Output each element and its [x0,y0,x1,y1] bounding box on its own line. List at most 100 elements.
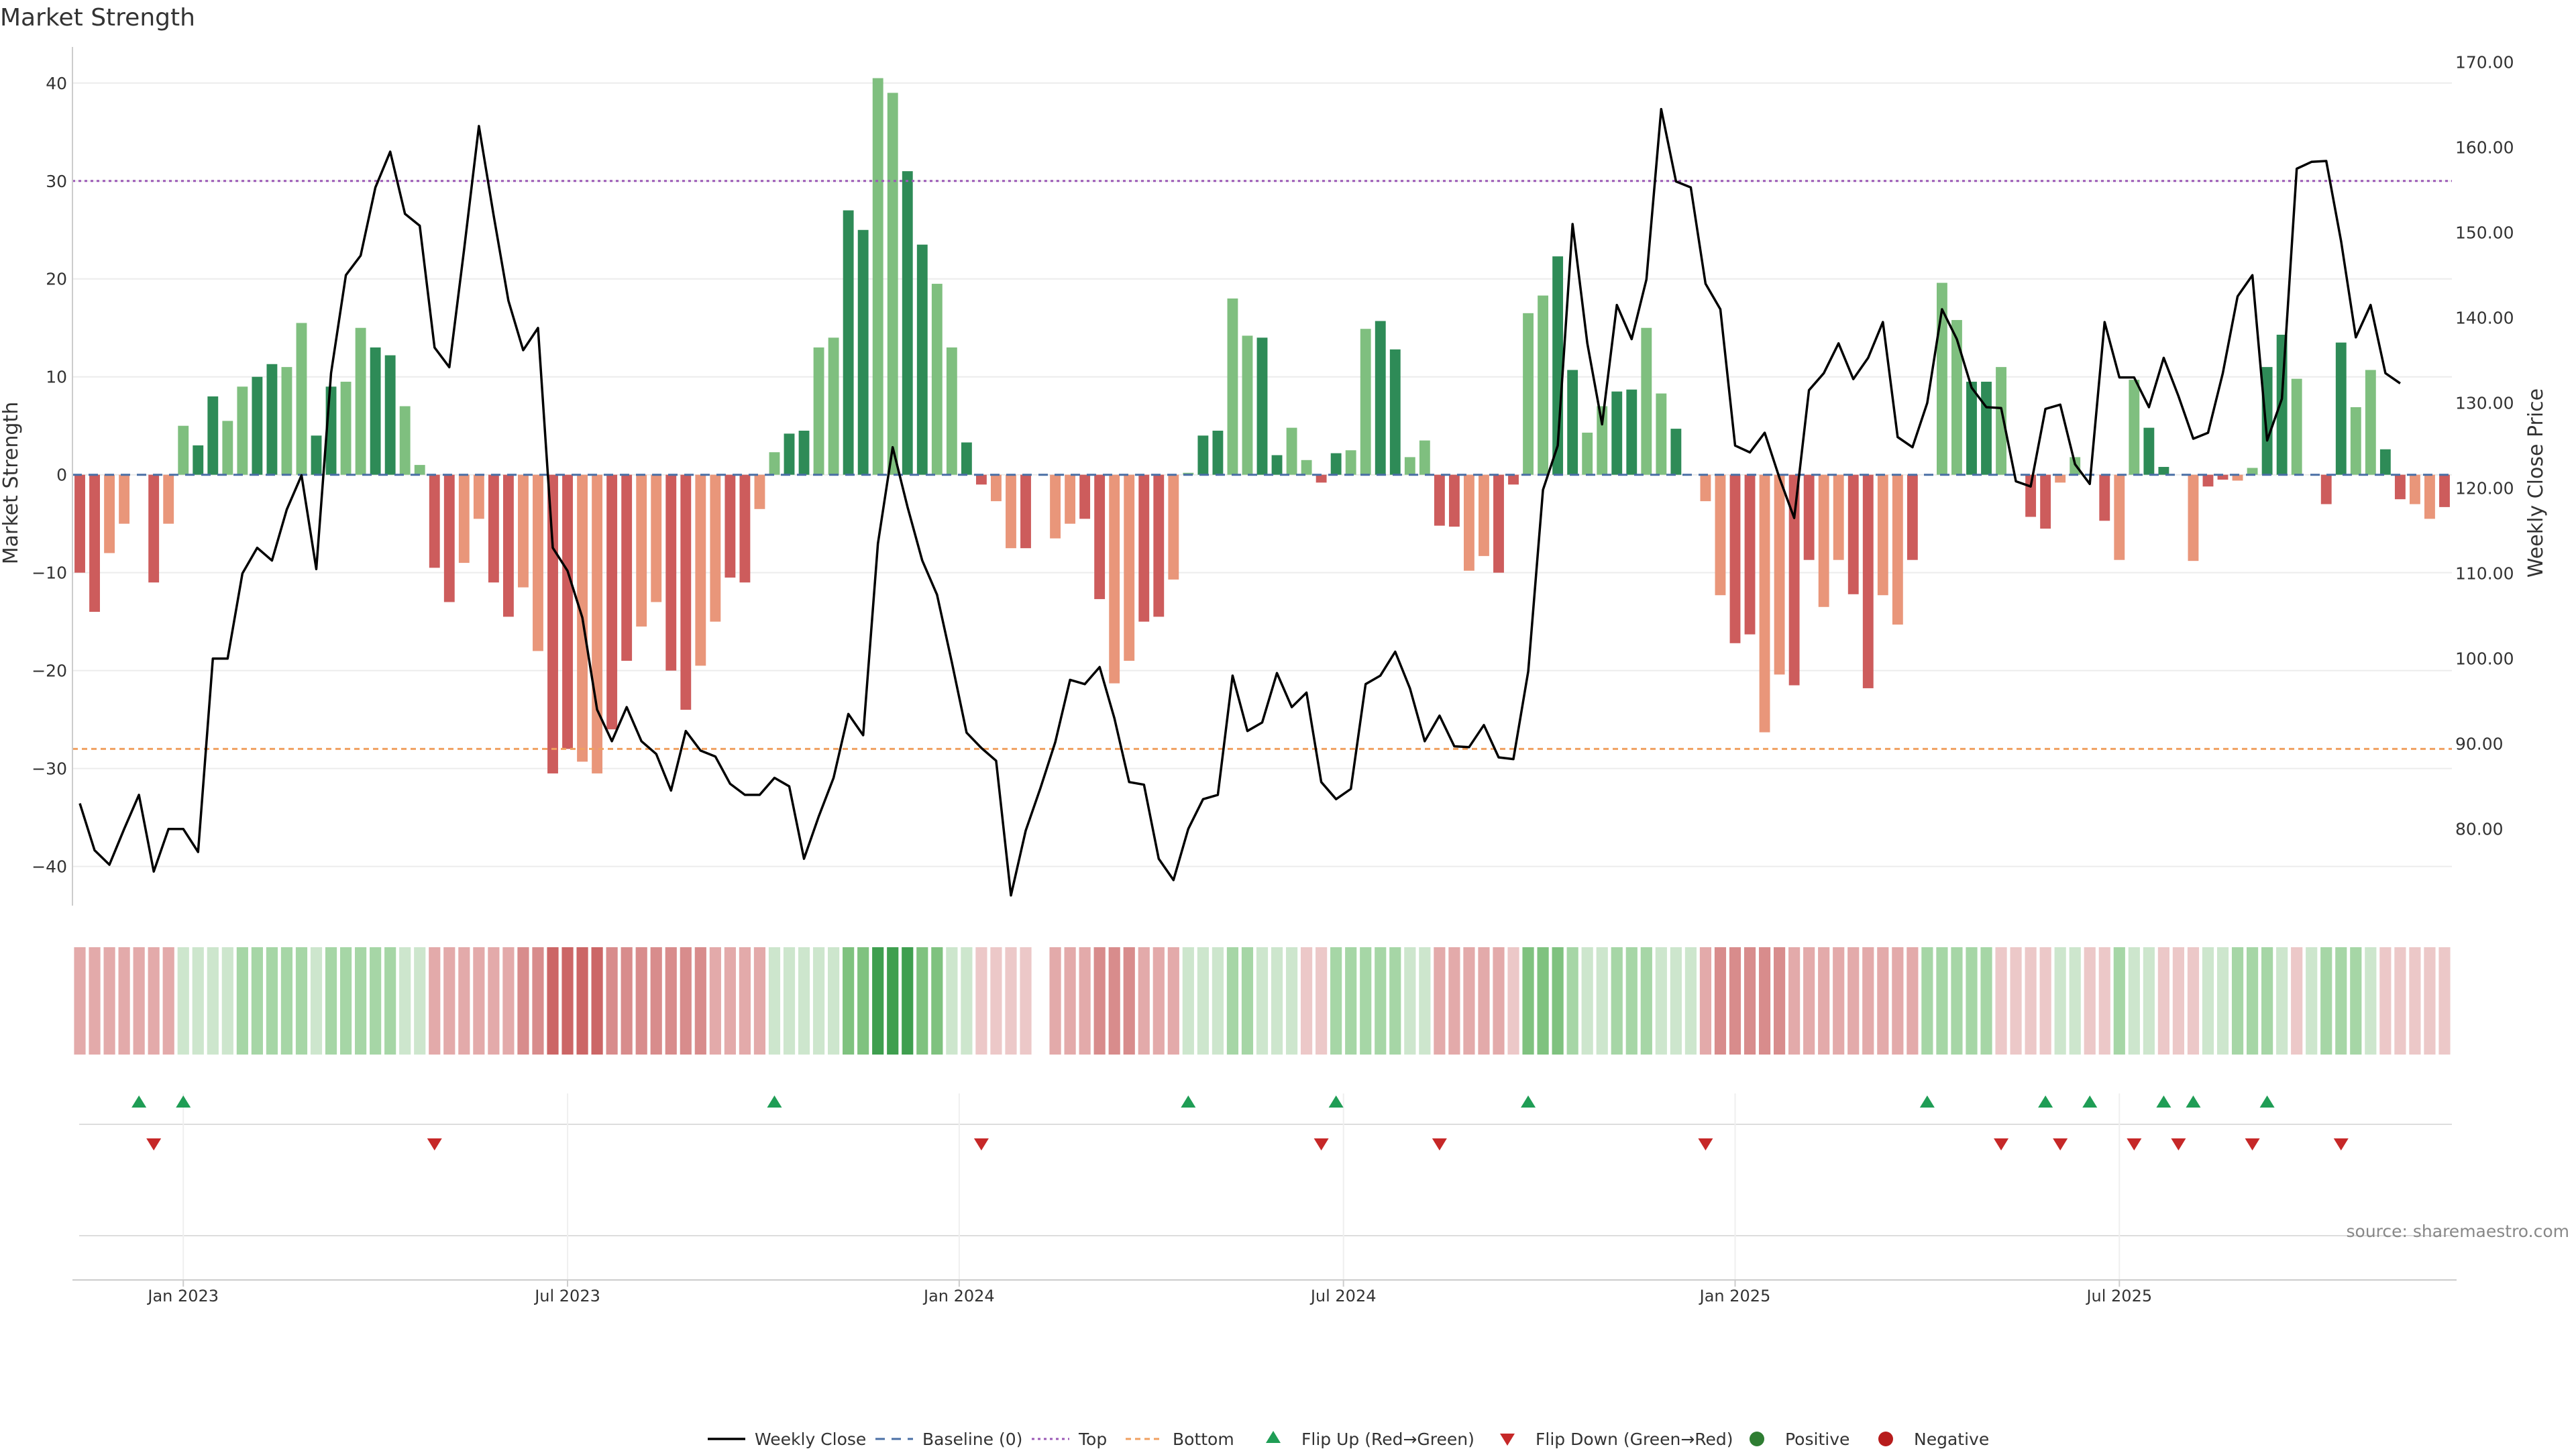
legend-label: Positive [1785,1430,1849,1449]
heat-cell [414,947,426,1055]
strength-bar [2158,467,2169,475]
strength-bar [340,382,352,475]
strength-bar [1892,474,1903,625]
heat-cell [606,947,618,1055]
strength-bar [2143,427,2155,475]
flip-up-marker [2038,1095,2053,1108]
flip-up-marker [767,1095,782,1108]
strength-bar [384,355,396,475]
heat-cell [1596,947,1608,1055]
strength-bar [1656,393,1667,475]
strength-bar [2099,474,2110,521]
y-axis-title: Market Strength [0,402,23,564]
strength-bar [1493,474,1504,573]
heat-cell [576,947,588,1055]
heat-cell [931,947,943,1055]
y2-tick-label: 140.00 [2455,309,2514,328]
strength-bar [1197,435,1209,475]
strength-bar [1301,460,1312,475]
strength-bar [695,474,706,666]
heat-cell [2261,947,2273,1055]
heat-cell [310,947,323,1055]
heat-cell [2379,947,2392,1055]
strength-bar [1759,474,1770,733]
flip-down-marker [1432,1138,1447,1150]
heat-cell [1182,947,1194,1055]
strength-bar [621,474,633,661]
heat-cell [280,947,293,1055]
heat-cell [162,947,174,1055]
strength-bar [1582,432,1593,475]
heat-cell [1285,947,1298,1055]
y2-tick-label: 170.00 [2455,53,2514,72]
strength-bar [1818,474,1829,607]
heat-cell [2350,947,2362,1055]
heat-cell [1212,947,1224,1055]
strength-bar [237,386,248,475]
x-axis: Jan 2023 Jul 2023 Jan 2024 Jul 2024 Jan 2025… [72,1279,2457,1305]
heat-cell [502,947,515,1055]
strength-bar [739,474,751,583]
strength-bar [1065,474,1076,524]
heat-cell [1448,947,1460,1055]
heat-cell [1271,947,1283,1055]
strength-bar [651,474,662,602]
heat-cell [1345,947,1357,1055]
strength-bar [1626,389,1638,475]
strength-bar [946,347,957,475]
legend-label: Top [1078,1430,1107,1449]
y2-axis-title: Weekly Close Price [2524,388,2548,578]
strength-bar [311,435,322,475]
y-tick-label: 30 [46,172,67,191]
heat-cell [2231,947,2244,1055]
strength-bar [1286,427,1297,475]
strength-bar [104,474,115,553]
heat-cell [2291,947,2303,1055]
strength-bar [1330,453,1342,475]
heat-cell [872,947,884,1055]
heat-cell [1256,947,1269,1055]
legend-item: Weekly Close [708,1430,866,1449]
heat-cell [694,947,706,1055]
strength-bar [1907,474,1918,560]
strength-bar [74,474,85,573]
strength-bar [1479,474,1489,556]
heat-cell [2128,947,2140,1055]
strength-bar [2291,378,2302,475]
strength-bar [636,474,647,627]
flip-down-marker [2127,1138,2142,1150]
heat-cell [1419,947,1431,1055]
heat-cell [1566,947,1578,1055]
heat-cell [473,947,485,1055]
heat-cell [74,947,86,1055]
heat-cell [1197,947,1209,1055]
strength-bar [370,347,381,475]
legend-item: Bottom [1126,1430,1234,1449]
legend-item: Baseline (0) [875,1430,1022,1449]
heat-cell [621,947,633,1055]
heat-cell [1152,947,1165,1055]
x-tick-label: Jan 2024 [922,1287,995,1305]
strength-bar [828,337,839,475]
strength-bar [547,474,558,773]
heat-cell [975,947,987,1055]
heat-cell [1537,947,1549,1055]
heat-cell [2010,947,2022,1055]
strength-bar [2379,449,2391,475]
heat-cell [2365,947,2377,1055]
strength-bar [1227,298,1238,475]
flip-down-marker [1994,1138,2009,1150]
heat-cell [370,947,382,1055]
strength-bar [1448,474,1460,527]
heat-cell [1611,947,1623,1055]
strength-bar [1729,474,1741,643]
strength-bar [1316,474,1327,483]
heat-cell [1020,947,1032,1055]
strength-bar [502,474,514,617]
strength-bar [2394,474,2406,500]
heat-cell [990,947,1002,1055]
heat-cell [103,947,115,1055]
legend-label: Flip Up (Red→Green) [1301,1430,1474,1449]
legend-label: Weekly Close [755,1430,866,1449]
strength-bar [2261,367,2273,475]
